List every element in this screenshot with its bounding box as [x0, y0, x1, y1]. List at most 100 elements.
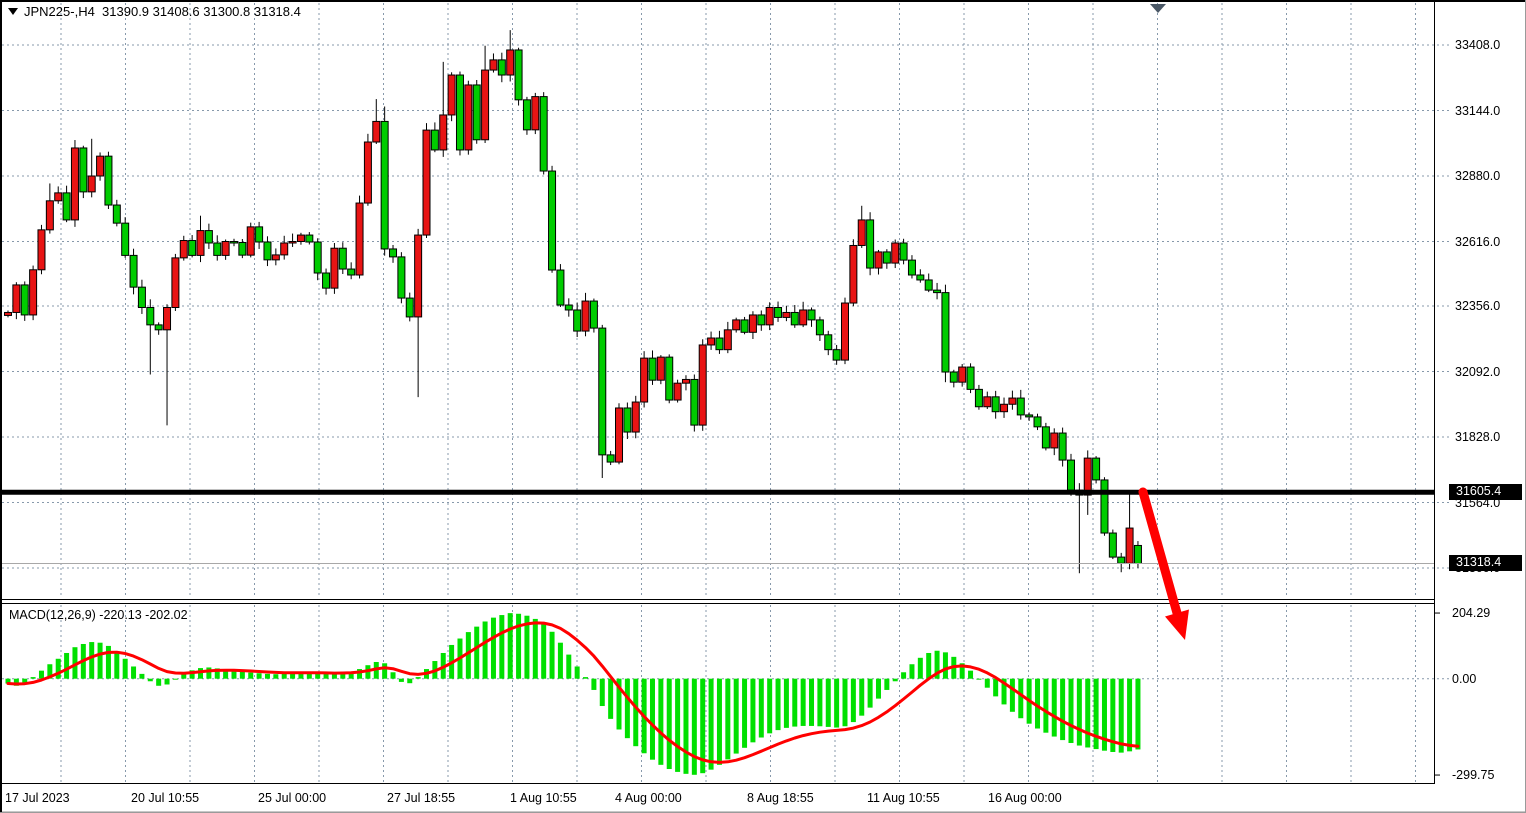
macd-indicator-label: MACD(12,26,9) -220.13 -202.02 [9, 608, 188, 622]
candle [774, 306, 783, 318]
candle [204, 230, 213, 244]
macd-bar [700, 678, 706, 774]
candle [246, 226, 255, 256]
macd-bar [164, 678, 170, 685]
candle [137, 286, 146, 308]
macd-bar [541, 624, 547, 679]
candle [179, 240, 188, 259]
macd-bar [181, 673, 187, 679]
macd-bar [691, 678, 697, 775]
grid-lines [2, 3, 1450, 782]
candle [640, 357, 649, 403]
candle [37, 229, 46, 271]
macd-bar [306, 672, 312, 679]
candle [271, 254, 280, 261]
macd-bar [842, 678, 848, 727]
macd-bar [875, 678, 881, 699]
candle [221, 241, 230, 256]
macd-bar [616, 678, 622, 730]
candle [849, 244, 858, 304]
macd-bar [1001, 678, 1007, 705]
candle [1108, 532, 1117, 558]
macd-bar [783, 678, 789, 728]
price-axis-label: 33408.0 [1455, 38, 1501, 52]
candle [799, 309, 808, 326]
candle [1025, 414, 1034, 418]
macd-bar [55, 658, 61, 679]
macd-bar [917, 657, 923, 679]
macd-bar [599, 678, 605, 707]
macd-bar [256, 673, 262, 679]
candle [732, 319, 741, 331]
candle [941, 292, 950, 373]
price-axis-label: 33144.0 [1455, 103, 1501, 118]
candle [489, 59, 498, 71]
macd-bar [532, 618, 538, 679]
candle [447, 74, 456, 116]
time-axis-label: 17 Jul 2023 [5, 791, 70, 805]
macd-signal-line [6, 621, 1140, 764]
time-axis-label: 4 Aug 00:00 [615, 791, 682, 805]
candle [154, 324, 163, 331]
candle [355, 202, 364, 276]
candle [1041, 426, 1050, 449]
macd-bar [549, 631, 555, 679]
macd-bar [557, 642, 563, 679]
macd-bar [792, 678, 798, 727]
candle [464, 84, 473, 151]
macd-axis-label: 0.00 [1452, 671, 1477, 686]
macd-bar [775, 678, 781, 731]
macd-bar [1068, 678, 1074, 743]
candle [933, 289, 942, 294]
macd-bar [47, 664, 53, 679]
candle [363, 141, 372, 204]
macd-bar [248, 672, 254, 679]
candle [188, 240, 197, 256]
macd-bar [499, 615, 505, 679]
candle [171, 257, 180, 308]
macd-bar [97, 642, 103, 679]
candle [196, 230, 205, 256]
candle [656, 356, 665, 381]
candle [263, 241, 272, 261]
macd-bar [725, 678, 731, 760]
macd-bar [742, 678, 748, 748]
arrow-annotation[interactable] [1138, 487, 1189, 640]
candle [740, 319, 749, 333]
window-border-top [0, 0, 1526, 2]
macd-bar [892, 678, 898, 682]
macd-bar [507, 613, 513, 679]
macd-bar [1051, 678, 1057, 737]
macd-bar [884, 678, 890, 690]
candle [338, 247, 347, 270]
candle [857, 219, 866, 246]
macd-bar [1101, 678, 1107, 751]
macd-bar [1060, 678, 1066, 741]
candle [313, 241, 322, 274]
chart-title: JPN225-,H4 31390.9 31408.6 31300.8 31318… [24, 4, 301, 19]
candle [1092, 457, 1101, 481]
candle [104, 155, 113, 206]
candle [1000, 403, 1009, 413]
arrow-head-icon[interactable] [1165, 609, 1189, 640]
candle [648, 357, 657, 381]
macd-bar [976, 678, 982, 680]
macd-bar [1085, 678, 1091, 748]
candle [522, 99, 531, 131]
candle [1125, 527, 1134, 564]
bar-shift-marker-icon[interactable] [1150, 4, 1166, 13]
candle [146, 306, 155, 326]
macd-bar [264, 673, 270, 679]
macd-bar [30, 677, 36, 679]
arrow-shaft[interactable] [1138, 487, 1182, 618]
candle [715, 337, 724, 351]
macd-bar [1076, 678, 1082, 746]
macd-bar [750, 678, 756, 743]
candle [623, 407, 632, 433]
time-axis-label: 27 Jul 18:55 [387, 791, 456, 805]
candle [288, 241, 297, 244]
macd-bar [206, 667, 212, 679]
macd-bar [1093, 678, 1099, 750]
